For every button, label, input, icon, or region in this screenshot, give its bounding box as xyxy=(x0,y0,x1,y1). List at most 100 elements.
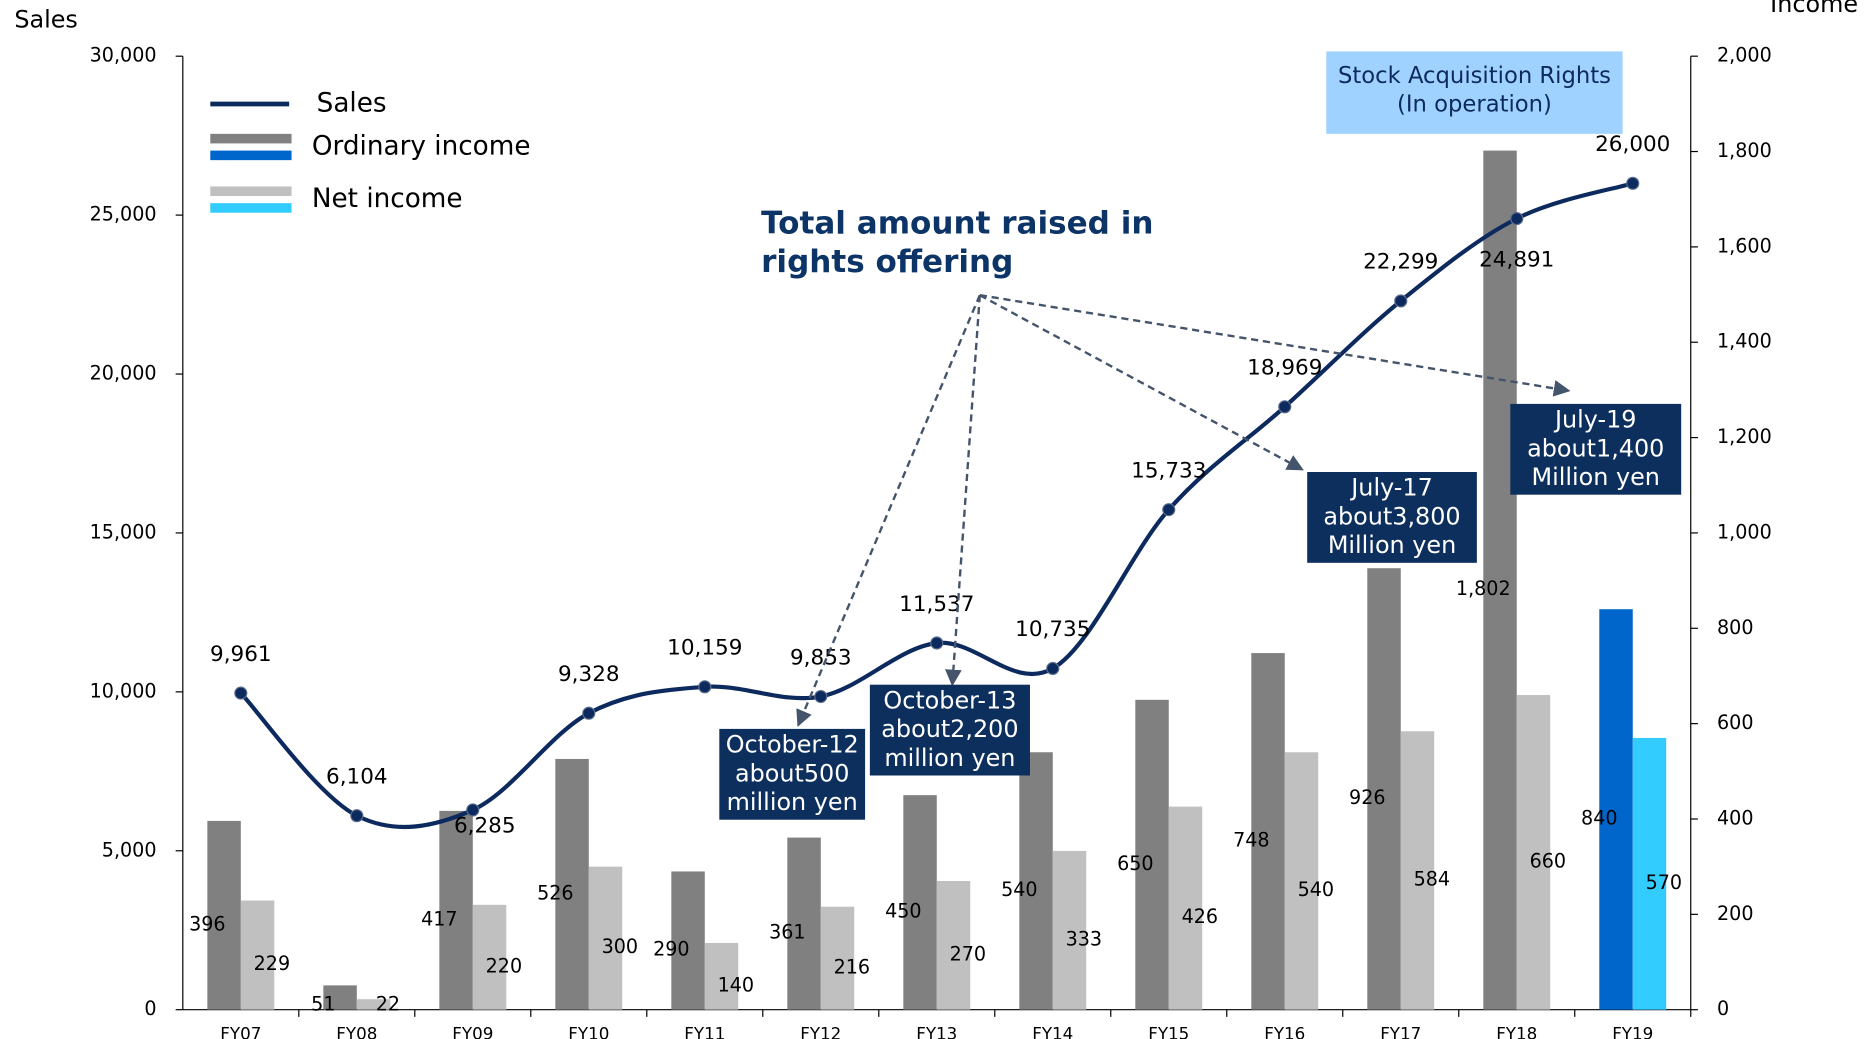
sales-value-label: 6,285 xyxy=(454,814,516,839)
x-tick-label: FY13 xyxy=(916,1023,957,1039)
y2-tick-label: 1,200 xyxy=(1717,425,1772,448)
annotation-box-text: October-13 xyxy=(883,686,1016,714)
annotation-box-text: million yen xyxy=(884,744,1015,772)
annotation-box-text: million yen xyxy=(727,788,858,816)
y-axis-label: Sales xyxy=(14,5,78,33)
annotation-box-text: July-17 xyxy=(1349,474,1433,502)
note-box xyxy=(1326,51,1623,134)
bar xyxy=(1400,731,1435,1010)
bar xyxy=(1367,568,1401,1010)
sales-point xyxy=(234,686,248,700)
bar xyxy=(903,795,937,1010)
sales-point xyxy=(814,689,828,704)
bar-value-label: 540 xyxy=(1001,878,1037,901)
annotation-box xyxy=(1510,403,1682,495)
bar xyxy=(936,880,971,1010)
bar xyxy=(671,871,705,1010)
bar-value-label: 140 xyxy=(718,973,754,996)
sales-value-label: 9,961 xyxy=(210,642,272,667)
sales-value-label: 11,537 xyxy=(899,592,974,617)
sales-value-label: 18,969 xyxy=(1247,356,1322,381)
sales-point xyxy=(1394,294,1408,308)
legend-label: Sales xyxy=(317,88,387,118)
bar xyxy=(472,904,507,1010)
sales-value-label: 10,735 xyxy=(1015,617,1090,642)
x-tick-label: FY09 xyxy=(452,1023,493,1039)
y2-tick-label: 800 xyxy=(1717,616,1753,639)
bar-value-label: 650 xyxy=(1117,852,1153,875)
y-tick-label: 25,000 xyxy=(90,203,157,226)
bar-value-label: 361 xyxy=(769,921,805,944)
bar-value-label: 22 xyxy=(376,992,400,1015)
bar xyxy=(1019,752,1053,1010)
bar xyxy=(704,942,739,1010)
note-text: (In operation) xyxy=(1397,92,1552,118)
annotation-box-text: about500 xyxy=(735,759,849,787)
sales-point xyxy=(582,706,596,720)
bar xyxy=(588,866,623,1010)
x-tick-label: FY12 xyxy=(800,1023,841,1039)
bar-value-label: 748 xyxy=(1233,828,1269,851)
x-tick-label: FY08 xyxy=(336,1023,377,1039)
bar-value-label: 570 xyxy=(1646,871,1682,894)
annotation-box-text: July-19 xyxy=(1553,406,1637,434)
y-tick-label: 20,000 xyxy=(90,362,157,385)
bar-value-label: 660 xyxy=(1530,849,1566,872)
bar-value-label: 216 xyxy=(834,955,870,978)
sales-point xyxy=(1510,211,1524,226)
annotation-arrow xyxy=(945,295,981,687)
annotation-box-text: Million yen xyxy=(1532,463,1660,491)
x-tick-label: FY11 xyxy=(684,1023,725,1039)
bar xyxy=(323,985,357,1010)
legend-label: Ordinary income xyxy=(312,131,531,161)
bar xyxy=(555,758,589,1010)
bar xyxy=(1135,699,1169,1010)
legend-swatch xyxy=(210,150,292,161)
sales-point xyxy=(1162,503,1176,517)
bar xyxy=(356,999,391,1010)
sales-value-label: 26,000 xyxy=(1595,132,1670,157)
bar xyxy=(240,900,275,1010)
bar xyxy=(1599,609,1633,1010)
sales-value-label: 10,159 xyxy=(667,636,742,661)
x-tick-label: FY15 xyxy=(1148,1023,1189,1039)
sales-point xyxy=(1626,176,1640,190)
bar-value-label: 417 xyxy=(421,907,457,930)
sales-point xyxy=(1278,400,1292,414)
annotation-box-text: October-12 xyxy=(726,731,859,759)
sales-value-label: 6,104 xyxy=(326,764,388,789)
sales-value-label: 22,299 xyxy=(1363,250,1438,275)
sales-point xyxy=(930,636,944,650)
y2-tick-label: 2,000 xyxy=(1717,44,1772,67)
annotation-box-text: about2,200 xyxy=(881,715,1018,743)
bar-value-label: 290 xyxy=(653,938,689,961)
bar-value-label: 450 xyxy=(885,899,921,922)
y-tick-label: 10,000 xyxy=(90,679,157,702)
x-tick-label: FY07 xyxy=(220,1023,261,1039)
y2-tick-label: 0 xyxy=(1717,997,1729,1020)
note-text: Stock Acquisition Rights xyxy=(1338,63,1611,89)
annotation-arrow xyxy=(979,294,1304,471)
sales-point xyxy=(698,680,712,694)
y2-tick-label: 1,600 xyxy=(1717,234,1772,257)
sales-value-label: 15,733 xyxy=(1131,458,1206,483)
y-tick-label: 5,000 xyxy=(102,838,157,861)
bar xyxy=(439,810,473,1010)
legend-swatch xyxy=(210,133,292,144)
x-tick-label: FY18 xyxy=(1496,1023,1537,1039)
legend-swatch xyxy=(210,186,292,196)
bar-value-label: 1,802 xyxy=(1456,577,1511,600)
x-tick-label: FY14 xyxy=(1032,1023,1073,1039)
y-tick-label: 15,000 xyxy=(90,520,157,543)
bar-value-label: 540 xyxy=(1298,878,1334,901)
bar xyxy=(1483,150,1517,1010)
y2-tick-label: 400 xyxy=(1717,806,1753,829)
bar xyxy=(207,820,241,1010)
bar xyxy=(820,906,855,1010)
bar-value-label: 426 xyxy=(1182,905,1218,928)
annotation-box xyxy=(1307,472,1477,563)
annotation-title: rights offering xyxy=(761,244,1013,280)
bar xyxy=(1516,695,1551,1010)
bar xyxy=(1632,737,1667,1010)
